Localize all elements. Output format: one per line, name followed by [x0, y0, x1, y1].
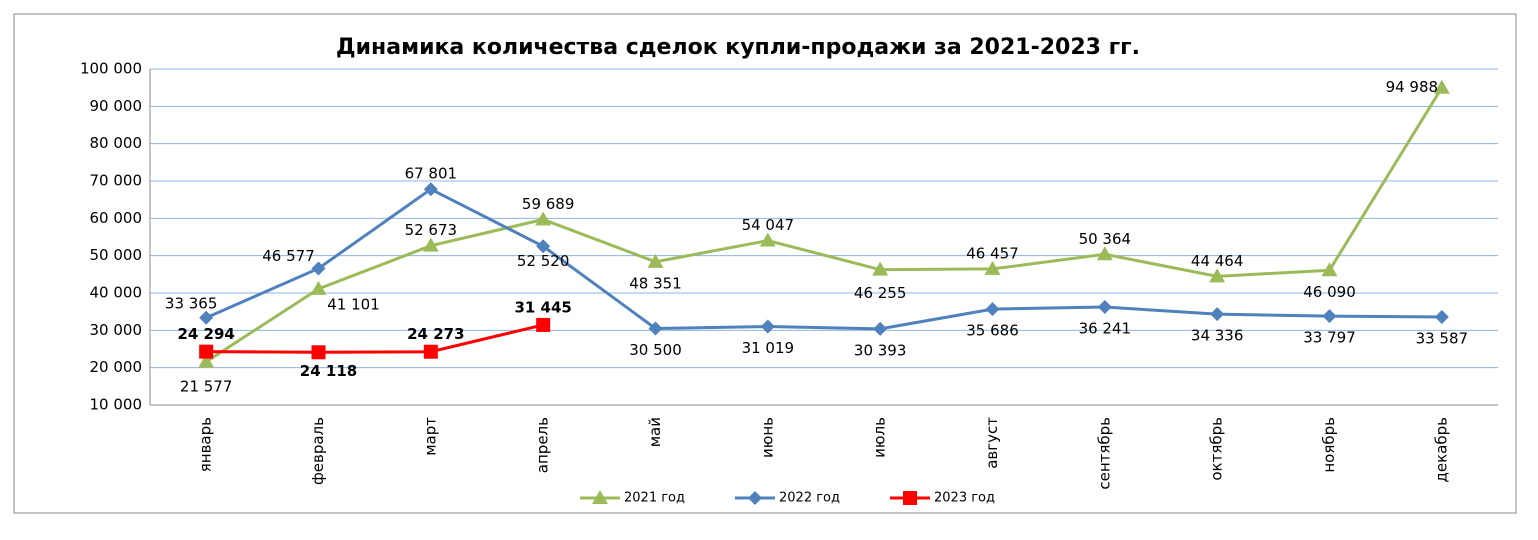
legend-label: 2023 год	[934, 491, 995, 506]
y-tick-label: 20 000	[90, 358, 143, 376]
data-label: 46 457	[966, 244, 1019, 262]
point	[1322, 309, 1337, 324]
series-line	[205, 187, 1442, 331]
y-tick-label: 40 000	[90, 284, 143, 302]
x-tick-label: октябрь	[1208, 417, 1226, 481]
data-label: 24 294	[177, 325, 234, 343]
series-line	[206, 323, 544, 354]
point	[1097, 300, 1112, 315]
point	[535, 211, 552, 226]
point	[422, 237, 439, 252]
y-tick-label: 50 000	[90, 246, 143, 264]
x-tick-label: март	[421, 417, 439, 456]
point	[985, 302, 1000, 317]
y-tick-label: 90 000	[90, 97, 143, 115]
series-line	[205, 86, 1444, 364]
y-tick-label: 100 000	[80, 60, 142, 78]
data-label: 30 500	[629, 341, 682, 359]
point	[1209, 268, 1226, 283]
data-label: 52 520	[517, 252, 570, 270]
point	[903, 491, 917, 505]
point	[423, 182, 438, 197]
x-tick-label: февраль	[309, 417, 327, 485]
y-tick-label: 70 000	[90, 172, 143, 190]
point	[872, 261, 889, 276]
data-label: 21 577	[180, 377, 233, 395]
point	[748, 491, 762, 505]
x-tick-label: сентябрь	[1095, 417, 1113, 490]
point	[592, 490, 608, 504]
data-label: 36 241	[1079, 320, 1132, 338]
point	[1096, 246, 1113, 261]
data-label: 35 686	[966, 322, 1019, 340]
x-tick-label: август	[983, 417, 1001, 469]
data-label: 33 797	[1303, 329, 1356, 347]
data-label: 67 801	[405, 165, 458, 183]
point	[311, 261, 326, 276]
point	[759, 232, 776, 247]
point	[984, 260, 1001, 275]
point	[199, 310, 214, 325]
point	[198, 353, 215, 368]
data-label: 46 577	[262, 247, 315, 265]
point	[648, 321, 663, 336]
data-label: 34 336	[1191, 327, 1244, 345]
x-tick-label: май	[646, 417, 664, 447]
x-tick-label: январь	[197, 417, 215, 472]
data-label: 52 673	[405, 221, 458, 239]
x-tick-label: ноябрь	[1320, 417, 1338, 473]
data-label: 50 364	[1079, 230, 1132, 248]
point	[536, 239, 551, 254]
data-label: 44 464	[1191, 252, 1244, 270]
point	[310, 280, 327, 295]
point	[311, 345, 326, 360]
data-label: 94 988	[1386, 78, 1439, 96]
y-tick-label: 10 000	[90, 396, 143, 414]
data-label: 46 090	[1303, 283, 1356, 301]
point	[423, 344, 438, 359]
point	[760, 319, 775, 334]
chart-border	[13, 13, 1517, 514]
legend-label: 2022 год	[779, 491, 840, 506]
point	[873, 321, 888, 336]
data-label: 30 393	[854, 341, 907, 359]
point	[1210, 307, 1225, 322]
data-label: 48 351	[629, 274, 682, 292]
point	[1433, 79, 1450, 94]
y-tick-label: 60 000	[90, 209, 143, 227]
data-label: 59 689	[522, 195, 575, 213]
data-label: 46 255	[854, 284, 907, 302]
y-tick-label: 30 000	[90, 321, 143, 339]
point	[199, 344, 214, 359]
legend-label: 2021 год	[624, 491, 685, 506]
x-tick-label: апрель	[534, 417, 552, 473]
data-label: 31 019	[742, 339, 795, 357]
chart-title: Динамика количества сделок купли-продажи…	[336, 35, 1140, 60]
data-label: 24 273	[407, 325, 464, 343]
data-label: 54 047	[742, 216, 795, 234]
point	[536, 317, 551, 332]
data-label: 33 365	[165, 294, 218, 312]
x-tick-label: июль	[871, 417, 889, 458]
data-label: 41 101	[327, 295, 380, 313]
x-tick-label: декабрь	[1432, 417, 1450, 482]
data-label: 24 118	[300, 362, 357, 380]
point	[647, 253, 664, 268]
data-label: 33 587	[1416, 329, 1469, 347]
data-label: 31 445	[514, 298, 571, 316]
point	[1434, 309, 1449, 324]
x-tick-label: июнь	[758, 417, 776, 458]
point	[1321, 262, 1338, 277]
y-tick-label: 80 000	[90, 134, 143, 152]
